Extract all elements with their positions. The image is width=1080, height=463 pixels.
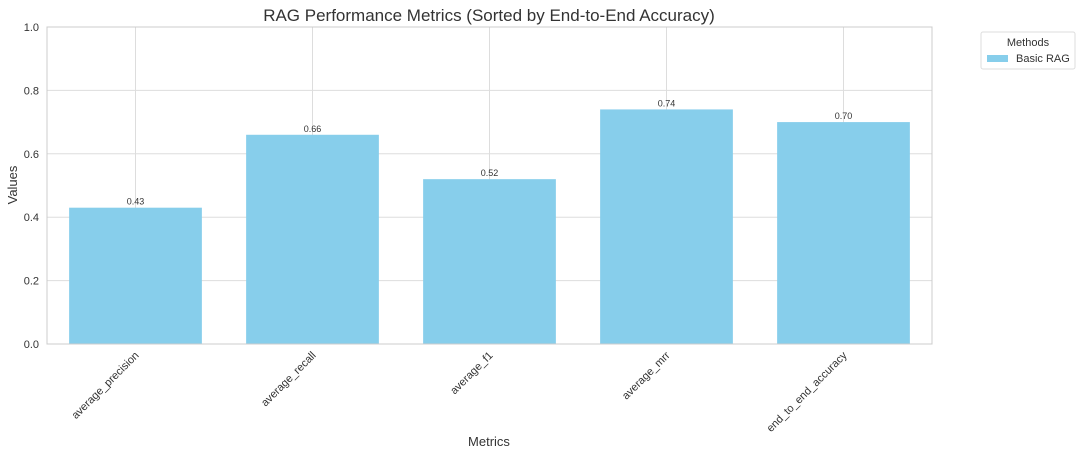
y-tick-label: 0.0 (24, 339, 39, 351)
plot-frame (46, 26, 933, 345)
bar (69, 207, 202, 344)
bar (600, 109, 733, 344)
data-label: 0.52 (481, 168, 499, 178)
x-tick-label: average_precision (70, 350, 142, 422)
data-label: 0.43 (127, 197, 145, 207)
y-tick-label: 0.2 (24, 276, 39, 288)
y-axis-label: Values (5, 165, 20, 204)
data-label: 0.74 (658, 98, 676, 108)
bar (246, 134, 379, 344)
data-label: 0.70 (835, 111, 853, 121)
legend-swatch (987, 55, 1008, 62)
y-tick-label: 0.8 (24, 85, 39, 97)
legend-entry: Basic RAG (1016, 53, 1070, 65)
bar (777, 122, 910, 344)
chart-title: RAG Performance Metrics (Sorted by End-t… (263, 6, 715, 25)
x-axis-label: Metrics (468, 434, 510, 449)
x-tick-label: average_recall (259, 350, 319, 410)
x-tick-label: average_f1 (448, 350, 495, 397)
legend-title: Methods (1007, 37, 1050, 49)
y-tick-label: 1.0 (24, 22, 39, 34)
y-tick-label: 0.6 (24, 149, 39, 161)
y-tick-label: 0.4 (24, 212, 39, 224)
legend: Methods Basic RAG (980, 31, 1076, 70)
bar (423, 179, 556, 344)
data-label: 0.66 (304, 124, 322, 134)
x-tick-label: end_to_end_accuracy (765, 349, 850, 434)
x-tick-label: average_mrr (620, 349, 673, 402)
